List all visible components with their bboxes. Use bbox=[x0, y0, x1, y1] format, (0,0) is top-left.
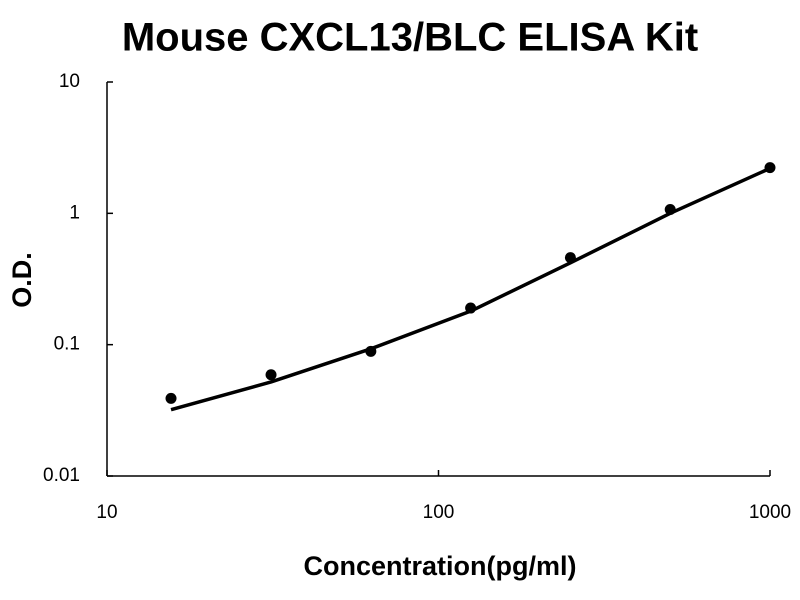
x-tick-label: 10 bbox=[96, 502, 117, 523]
y-tick-label: 0.01 bbox=[43, 465, 80, 486]
x-axis-label: Concentration(pg/ml) bbox=[304, 551, 577, 581]
data-point bbox=[265, 369, 277, 381]
fit-curve bbox=[170, 166, 771, 412]
y-tick-label: 10 bbox=[59, 71, 80, 92]
y-tick-label: 0.1 bbox=[54, 334, 80, 355]
x-tick-label: 1000 bbox=[749, 502, 791, 523]
y-tick-label: 1 bbox=[69, 202, 80, 223]
y-axis-label: O.D. bbox=[7, 252, 37, 308]
data-point bbox=[165, 392, 177, 404]
chart-title: Mouse CXCL13/BLC ELISA Kit bbox=[122, 16, 698, 60]
x-tick-label: 100 bbox=[423, 502, 455, 523]
